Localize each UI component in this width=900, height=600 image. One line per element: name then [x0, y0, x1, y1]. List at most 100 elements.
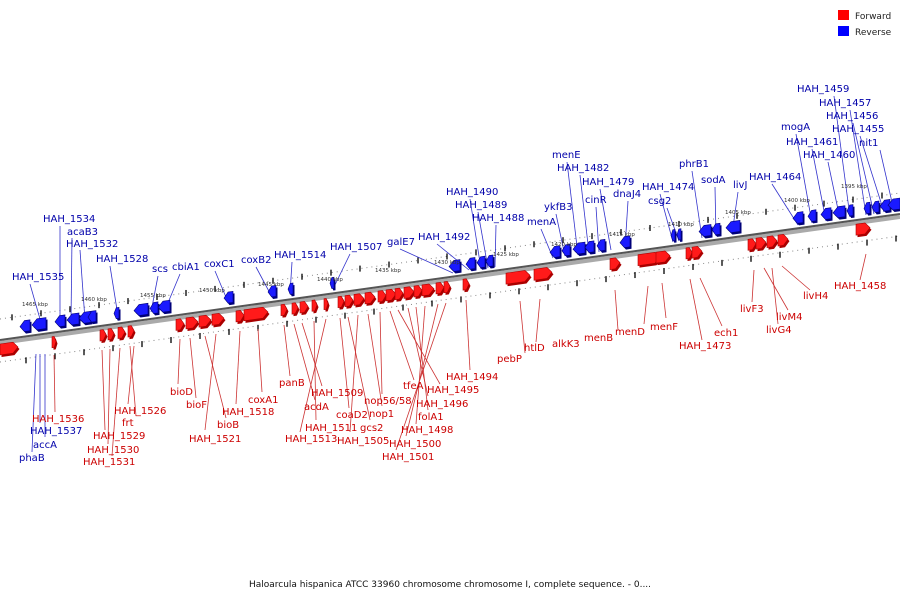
tick-label: 1445 kbp [258, 282, 284, 288]
tick-label: 1465 kbp [22, 302, 48, 308]
reverse-gene-arrow [584, 240, 595, 253]
leader-line [751, 269, 755, 303]
leader-line [235, 330, 241, 405]
reverse-gene-arrow [157, 299, 171, 313]
leader-line [204, 333, 217, 431]
gene-label: HAH_1537 [30, 426, 82, 437]
gene-label: csg2 [648, 196, 671, 207]
reverse-gene-arrow [113, 306, 120, 320]
leader-line [833, 95, 851, 218]
gene-label: HAH_1514 [274, 250, 326, 261]
gene-label: HAH_1536 [32, 414, 84, 425]
leader-line [699, 277, 723, 327]
reverse-gene-arrow [711, 222, 721, 236]
gene-label: HAH_1528 [96, 254, 148, 265]
gene-label: HAH_1532 [66, 239, 118, 250]
legend-forward-label: Forward [855, 12, 891, 22]
leader-line [107, 348, 111, 445]
tick-label: 1455 kbp [140, 293, 166, 299]
forward-gene-arrow [344, 294, 354, 308]
reverse-gene-arrow [820, 207, 832, 220]
gene-label: livH4 [803, 291, 828, 302]
gene-label: HAH_1505 [337, 436, 389, 447]
reverse-gene-arrow [87, 310, 97, 323]
forward-gene-arrow [175, 318, 185, 331]
reverse-gene-arrow [448, 259, 461, 272]
gene-label: HAH_1473 [679, 341, 731, 352]
forward-gene-arrow [280, 303, 288, 317]
leader-line [614, 289, 619, 331]
forward-gene-arrow [755, 237, 767, 250]
forward-gene-arrow [0, 341, 19, 356]
gene-label: coaD2 [336, 410, 368, 421]
gene-label: panB [279, 378, 305, 389]
gene-label: nop56/58 [364, 396, 412, 407]
gene-label: HAH_1534 [43, 214, 95, 225]
gene-label: livF3 [740, 304, 764, 315]
leader-line [204, 335, 227, 419]
leader-line [781, 265, 811, 291]
gene-label: alkK3 [552, 339, 580, 350]
gene-label: ykfB3 [544, 202, 572, 213]
gene-label: HAH_1526 [114, 406, 166, 417]
reverse-gene-arrow [223, 291, 234, 304]
gene-label: cinR [585, 195, 607, 206]
forward-gene-arrow [291, 302, 299, 315]
forward-gene-arrow [533, 267, 553, 281]
leader-line [643, 285, 649, 325]
leader-line [535, 298, 541, 343]
leader-layer [29, 95, 895, 457]
gene-label: menB [584, 333, 613, 344]
reverse-gene-arrow [267, 285, 277, 298]
forward-gene-labels: HAH_1536 HAH_1529 HAH_1530 HAH_1531 frt … [32, 281, 886, 468]
gene-label: HAH_1494 [446, 372, 498, 383]
forward-gene-arrow [299, 301, 309, 314]
gene-label: nit1 [859, 138, 878, 149]
tick-label: 1460 kbp [81, 297, 107, 303]
tick-label: 1405 kbp [725, 210, 751, 216]
gene-label: livJ [733, 180, 747, 191]
gene-label: HAH_1461 [786, 137, 838, 148]
forward-gene-arrow [198, 314, 212, 328]
gene-label: phaB [19, 453, 45, 464]
tick-label: 1440 kbp [317, 277, 343, 283]
gene-layer [0, 197, 900, 357]
leader-line [332, 253, 351, 290]
forward-gene-arrow [505, 270, 531, 285]
leader-line [313, 320, 317, 421]
gene-label: HAH_1458 [834, 281, 886, 292]
leader-line [397, 309, 441, 385]
gene-label: HAH_1529 [93, 431, 145, 442]
reverse-gene-arrow [31, 317, 47, 331]
leader-line [70, 237, 73, 322]
leader-line [367, 313, 383, 407]
gene-label: HAH_1511 [305, 423, 357, 434]
tick-label: 1435 kbp [375, 268, 401, 274]
tick-label: 1395 kbp [841, 184, 867, 190]
gene-label: HAH_1501 [382, 452, 434, 463]
gene-label: HAH_1460 [803, 150, 855, 161]
tick-label: 1410 kbp [668, 222, 694, 228]
forward-gene-arrow [394, 287, 404, 301]
gene-label: scs [152, 264, 168, 275]
gene-label: livM4 [776, 312, 802, 323]
leader-line [436, 243, 470, 271]
forward-gene-arrow [51, 336, 57, 349]
gene-label: bioB [217, 420, 239, 431]
gene-label: HAH_1457 [819, 98, 871, 109]
forward-gene-arrow [413, 285, 423, 298]
gene-label: bioD [170, 387, 193, 398]
gene-label: HAH_1507 [330, 242, 382, 253]
leader-line [177, 338, 181, 385]
reverse-gene-arrow [871, 200, 880, 213]
reverse-gene-arrow [792, 211, 804, 224]
leader-line [339, 317, 350, 409]
forward-gene-arrow [443, 281, 451, 294]
leader-line [129, 345, 137, 417]
reverse-gene-arrow [54, 314, 66, 327]
forward-gene-arrow [127, 325, 135, 338]
reverse-gene-arrow [619, 235, 631, 248]
leader-line [53, 354, 56, 413]
leader-line [519, 300, 526, 354]
gene-label: cbiA1 [172, 262, 200, 273]
